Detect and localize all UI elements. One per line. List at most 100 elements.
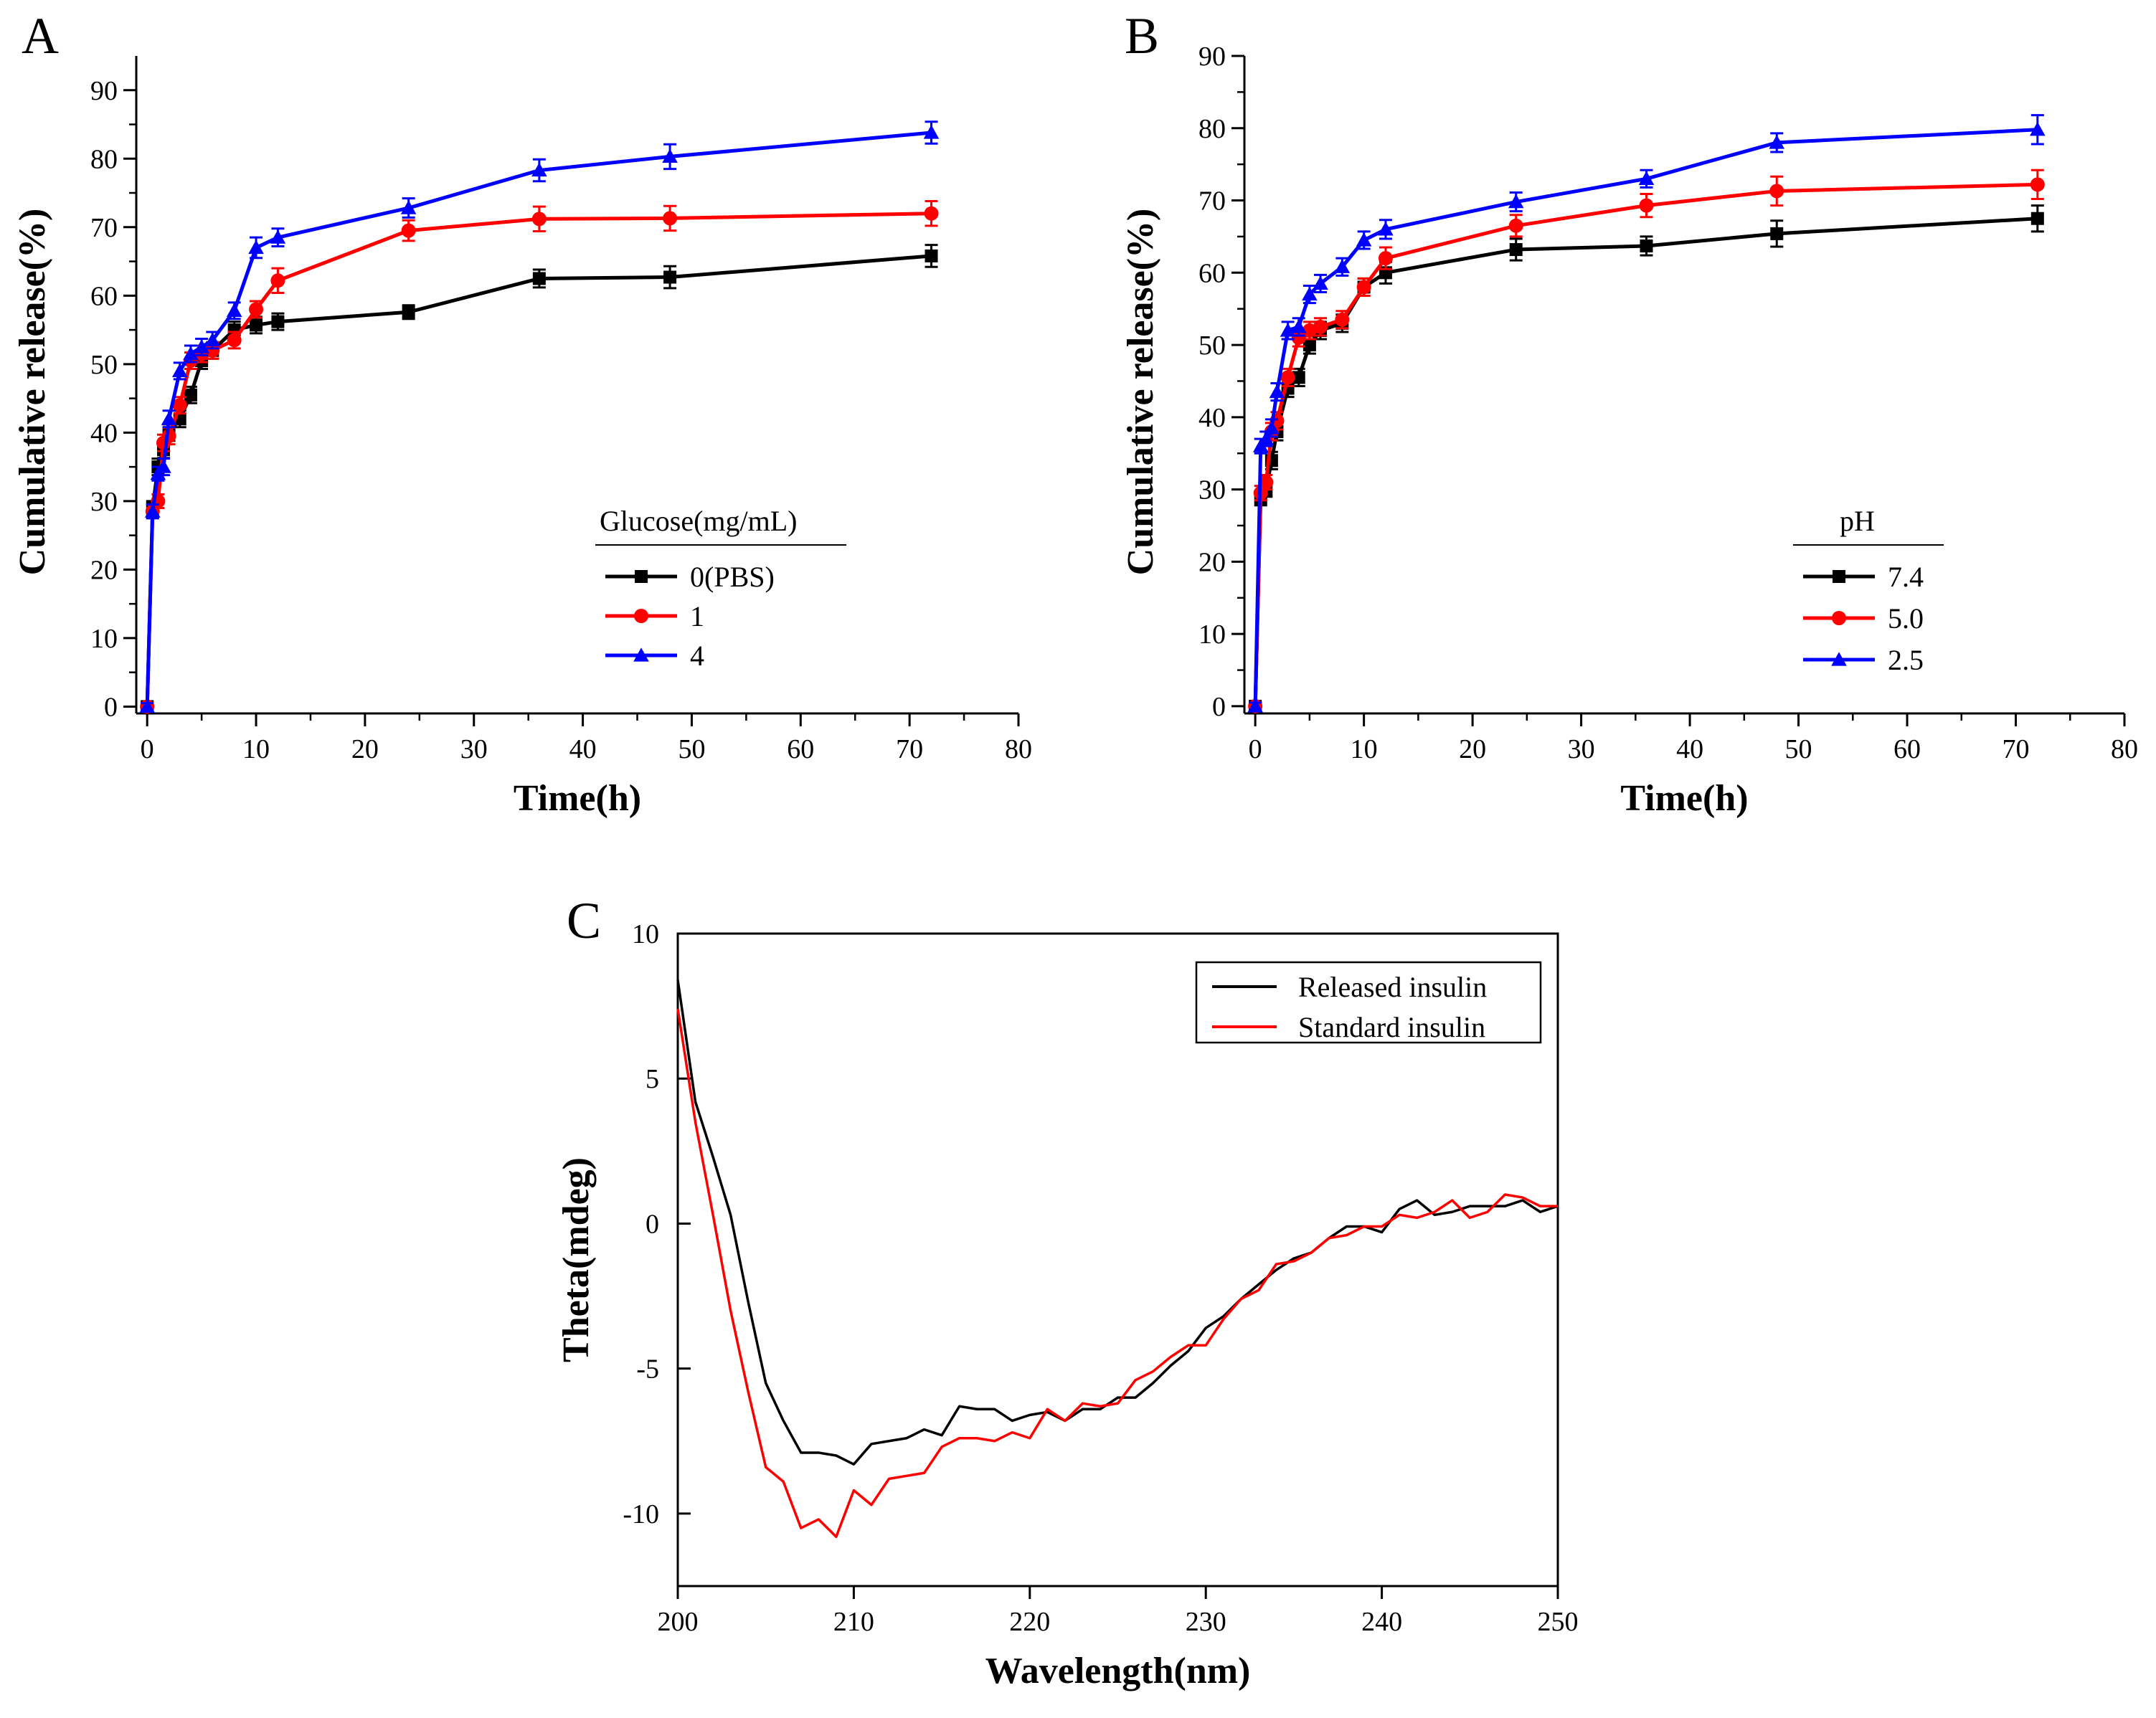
- data-point-triangle: [1313, 275, 1328, 290]
- data-point-square: [2030, 212, 2044, 225]
- x-tick-label: 200: [658, 1607, 699, 1637]
- data-point-circle: [270, 273, 285, 288]
- data-point-triangle: [1258, 431, 1275, 445]
- panel-b-chart: 0 10 20 30 40 50 60 70 80 0 10 20 30 40 50 60 70 80 90 Time…: [1120, 7, 2138, 819]
- series-1: [141, 244, 938, 713]
- panel-label: A: [22, 7, 59, 65]
- data-point-triangle: [923, 125, 940, 139]
- plot-frame: [676, 932, 1559, 1588]
- panel-c-chart: 200 210 220 230 240 250 10 5 0 -5 -10 Wavelength(nm…: [556, 892, 1579, 1691]
- data-point-circle: [2030, 177, 2045, 192]
- data-point-square: [250, 318, 263, 332]
- series-2: [1248, 169, 2045, 713]
- y-tick-label: 70: [90, 213, 118, 243]
- series-3: [139, 120, 940, 713]
- data-point-circle: [205, 343, 220, 358]
- y-tick-label: 60: [1198, 258, 1226, 288]
- data-point-square: [402, 305, 415, 319]
- legend: Released insulin Standard insulin: [1195, 961, 1542, 1044]
- x-tick-label: 60: [1893, 734, 1921, 764]
- data-point-square: [1770, 227, 1784, 240]
- x-tick-label: 70: [896, 734, 923, 764]
- data-point-circle: [1291, 331, 1306, 345]
- data-point-square: [1302, 338, 1316, 352]
- y-tick-label: 30: [90, 487, 118, 517]
- y-axis-title: Cumulative release(%): [12, 209, 53, 576]
- data-point-triangle: [662, 148, 678, 163]
- y-axis-title: Theta(mdeg): [556, 1157, 597, 1362]
- y-tick-label: 10: [1198, 620, 1226, 650]
- y-tick-label: -5: [636, 1354, 659, 1385]
- y-tick-label: 20: [90, 555, 118, 585]
- data-point-circle: [249, 302, 264, 317]
- data-point-circle: [1259, 475, 1274, 490]
- data-point-square: [925, 249, 938, 262]
- data-point-triangle: [1769, 135, 1785, 149]
- y-tick-label: 10: [632, 919, 659, 949]
- data-point-triangle: [139, 698, 155, 713]
- data-point-triangle: [1302, 286, 1318, 301]
- x-axis-title: Time(h): [514, 778, 641, 819]
- data-point-circle: [1302, 323, 1317, 338]
- x-tick-label: 80: [1005, 734, 1032, 764]
- legend-label: Standard insulin: [1298, 1011, 1485, 1043]
- data-point-square: [1292, 371, 1305, 384]
- data-point-triangle: [1247, 698, 1263, 713]
- series-3: [1247, 114, 2046, 713]
- data-point-circle: [1769, 184, 1784, 199]
- data-point-circle: [663, 211, 678, 226]
- data-point-circle: [634, 609, 648, 623]
- y-tick-label: 10: [90, 624, 118, 654]
- x-tick-label: 230: [1186, 1607, 1226, 1637]
- x-tick-label: 240: [1361, 1607, 1402, 1637]
- x-tick-label: 70: [2003, 734, 2030, 764]
- y-tick-label: 5: [646, 1064, 659, 1094]
- x-tick-label: 40: [1676, 734, 1703, 764]
- data-point-triangle: [1378, 222, 1394, 236]
- legend: pH 7.4 5.0 2.5: [1793, 505, 1944, 676]
- data-point-triangle: [156, 459, 171, 473]
- data-point-triangle: [171, 363, 188, 378]
- series-2: [676, 1008, 1558, 1538]
- x-tick-label: 30: [1568, 734, 1595, 764]
- y-tick-label: 40: [1198, 403, 1226, 433]
- data-point-triangle: [2030, 121, 2046, 136]
- y-tick-label: 50: [1198, 331, 1226, 361]
- x-tick-label: 20: [351, 734, 379, 764]
- x-tick-label: 60: [787, 734, 814, 764]
- data-point-square: [532, 272, 546, 285]
- data-point-triangle: [531, 162, 547, 177]
- data-point-triangle: [1638, 171, 1655, 185]
- legend-label: 4: [690, 640, 704, 672]
- legend-label: 1: [690, 600, 704, 632]
- legend: Glucose(mg/mL) 0(PBS) 1 4: [595, 505, 846, 672]
- data-point-circle: [1508, 218, 1523, 233]
- x-tick-label: 80: [2111, 734, 2138, 764]
- data-point-circle: [531, 212, 547, 227]
- data-point-triangle: [226, 303, 242, 317]
- data-point-triangle: [1508, 194, 1524, 209]
- data-point-square: [635, 570, 648, 583]
- data-point-circle: [401, 223, 416, 238]
- x-tick-label: 10: [1351, 734, 1378, 764]
- data-point-triangle: [400, 200, 417, 214]
- x-tick-label: 50: [1785, 734, 1812, 764]
- x-axis-title: Time(h): [1620, 778, 1748, 819]
- legend-label: 2.5: [1888, 644, 1924, 676]
- data-point-square: [1640, 239, 1653, 253]
- data-point-triangle: [1831, 652, 1847, 666]
- data-point-triangle: [248, 239, 264, 255]
- y-tick-label: 50: [90, 350, 118, 380]
- y-tick-label: 0: [104, 692, 118, 722]
- y-tick-label: 0: [646, 1209, 659, 1239]
- data-point-triangle: [1356, 232, 1372, 247]
- data-point-circle: [227, 333, 242, 348]
- data-point-circle: [1280, 370, 1295, 385]
- x-tick-label: 220: [1009, 1607, 1050, 1637]
- y-tick-label: 40: [90, 418, 118, 448]
- legend-label: 0(PBS): [690, 561, 775, 593]
- y-tick-label: -10: [623, 1499, 659, 1529]
- data-point-circle: [172, 398, 187, 413]
- x-tick-label: 210: [833, 1607, 874, 1637]
- panel-label: C: [567, 892, 601, 949]
